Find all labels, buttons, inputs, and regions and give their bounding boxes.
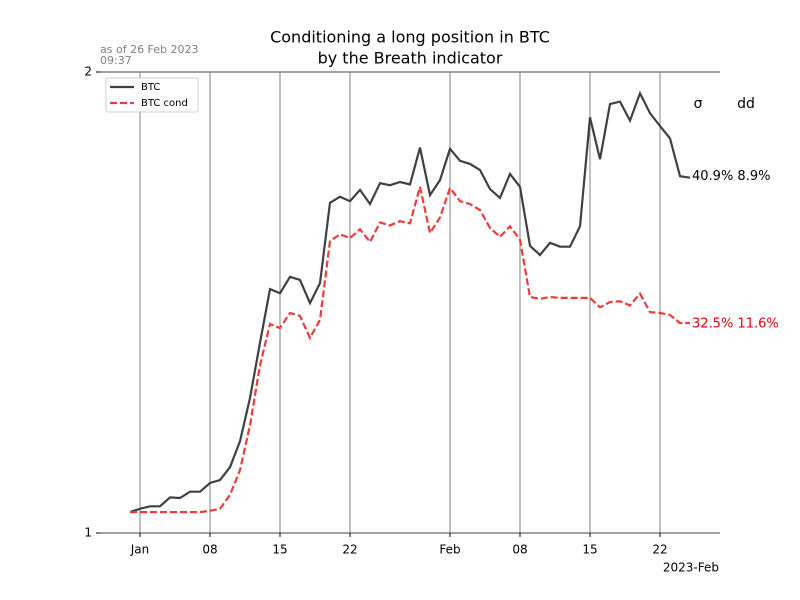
timestamp: 09:37 bbox=[100, 54, 132, 67]
x-tick-label: 08 bbox=[512, 543, 527, 557]
line-series bbox=[130, 185, 690, 514]
stat-header: σ bbox=[694, 96, 703, 112]
x-tick-label: 08 bbox=[202, 543, 217, 557]
x-tick-label: 22 bbox=[652, 543, 667, 557]
x-tick-label: 15 bbox=[272, 543, 287, 557]
stat-header: dd bbox=[737, 96, 755, 112]
x-offset-label: 2023-Feb bbox=[663, 561, 719, 575]
legend: BTC BTC cond bbox=[105, 77, 199, 113]
x-tick-label: 22 bbox=[342, 543, 357, 557]
x-tick-label: 15 bbox=[582, 543, 597, 557]
x-tick-label: Feb bbox=[439, 543, 460, 557]
legend-label: BTC cond bbox=[141, 98, 188, 109]
chart-subtitle: by the Breath indicator bbox=[318, 49, 503, 68]
x-tick-label: Jan bbox=[130, 543, 150, 557]
y-tick-label: 2 bbox=[84, 65, 92, 79]
line-series bbox=[129, 90, 691, 514]
legend-label: BTC bbox=[141, 82, 160, 93]
y-tick-label: 1 bbox=[84, 526, 92, 540]
timestamp: as of 26 Feb 2023 bbox=[100, 43, 199, 56]
end-label: 32.5% 11.6% bbox=[692, 317, 779, 332]
chart-title: Conditioning a long position in BTC bbox=[270, 28, 550, 47]
end-label: 40.9% 8.9% bbox=[692, 169, 770, 184]
